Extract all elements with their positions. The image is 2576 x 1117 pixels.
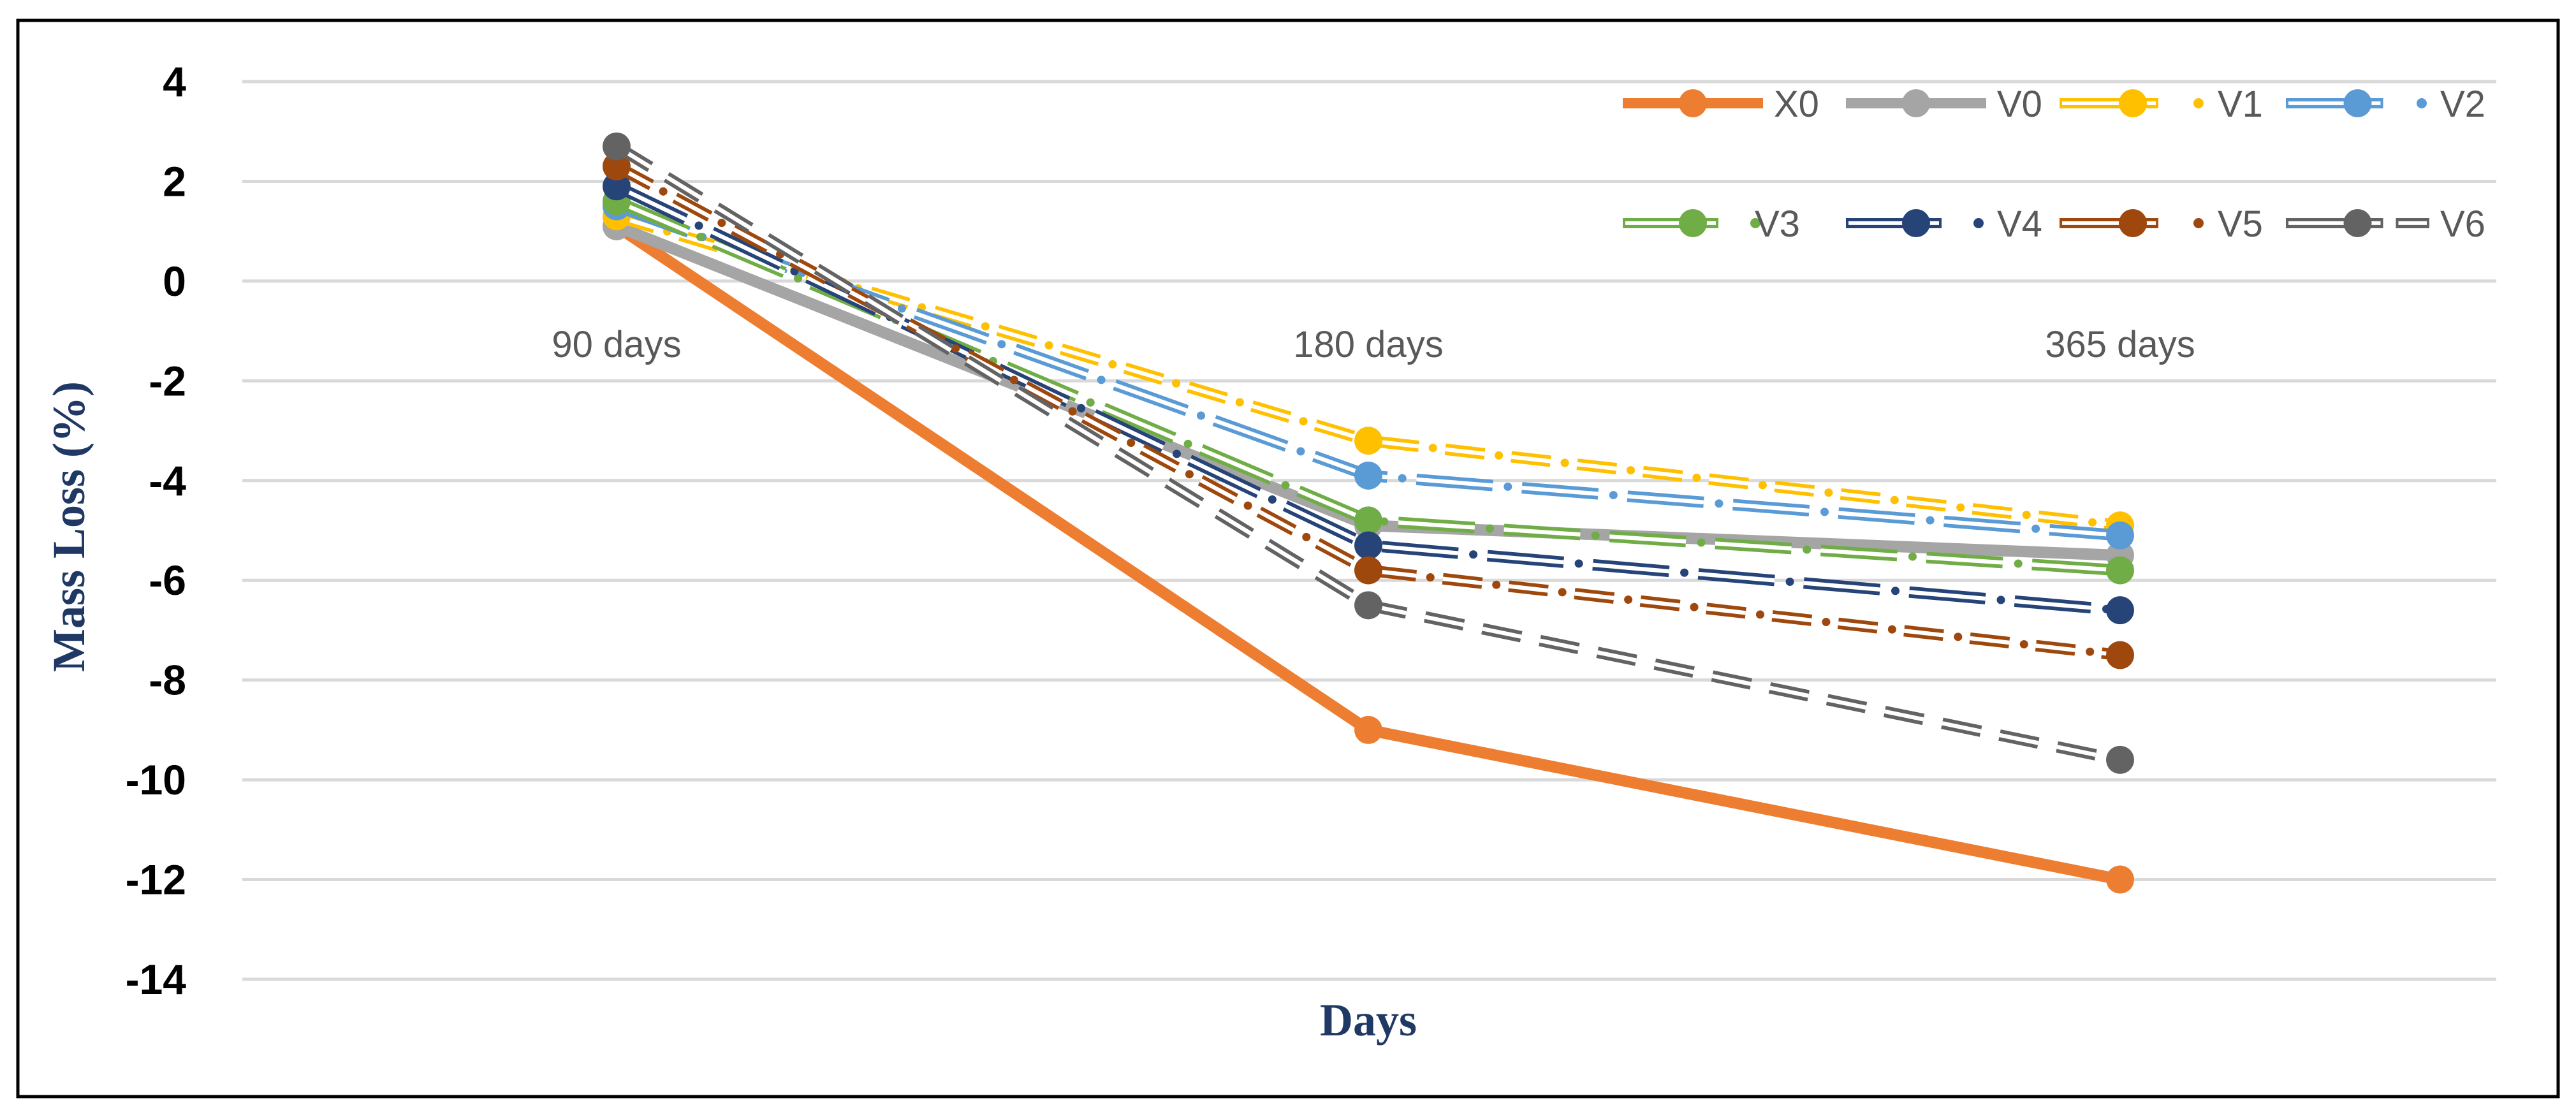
data-point-v6-180-days: [1354, 591, 1382, 620]
legend-item-v1: V1: [2060, 84, 2263, 125]
data-point-v4-90-days: [603, 172, 631, 201]
y-tick-label: -12: [126, 856, 186, 903]
legend-swatch-dot: [2193, 98, 2204, 108]
y-tick-label: -4: [149, 457, 186, 504]
legend-label: V6: [2440, 203, 2485, 245]
legend-swatch-dot: [1973, 218, 1984, 228]
y-axis-ticks: 4 2 0 -2 -4 -6 -8 -10 -12 -14: [126, 58, 187, 1003]
legend-item-v4: V4: [1846, 203, 2042, 245]
y-tick-label: -8: [149, 657, 186, 704]
x-axis-title: Days: [1320, 995, 1417, 1046]
legend-label: V0: [1997, 84, 2042, 125]
legend-marker: [2119, 209, 2147, 237]
legend-item-v0: V0: [1846, 84, 2042, 125]
legend-item-v3: V3: [1623, 203, 1800, 245]
data-point-v3-365-days: [2106, 556, 2134, 585]
data-point-v3-180-days: [1354, 506, 1382, 535]
legend-label: V3: [1755, 203, 1800, 245]
legend-label: V5: [2218, 203, 2263, 245]
data-point-x0-180-days: [1354, 715, 1382, 744]
y-tick-label: -14: [126, 956, 187, 1003]
data-point-v1-180-days: [1354, 427, 1382, 455]
category-labels: 90 days 180 days 365 days: [552, 324, 2195, 365]
y-tick-label: 0: [163, 258, 186, 305]
y-tick-label: -10: [126, 756, 186, 803]
legend-marker: [2119, 89, 2147, 117]
data-point-v2-365-days: [2106, 521, 2134, 550]
data-point-v6-90-days: [603, 132, 631, 161]
legend-item-v5: V5: [2060, 203, 2263, 245]
y-tick-label: 2: [163, 157, 186, 205]
data-point-v4-365-days: [2106, 596, 2134, 625]
legend-marker: [2343, 209, 2372, 237]
y-tick-label: -2: [149, 357, 186, 404]
category-label: 365 days: [2045, 324, 2195, 365]
legend-label: V2: [2440, 84, 2485, 125]
category-label: 90 days: [552, 324, 681, 365]
data-point-v6-365-days: [2106, 745, 2134, 774]
category-label: 180 days: [1293, 324, 1443, 365]
data-point-x0-365-days: [2106, 865, 2134, 894]
series-layer: [603, 132, 2134, 894]
legend-swatch-dot: [1750, 218, 1760, 228]
legend-marker: [1902, 209, 1930, 237]
legend-marker: [1902, 89, 1930, 117]
legend-label: V4: [1997, 203, 2042, 245]
legend-item-v2: V2: [2286, 84, 2485, 125]
y-tick-label: -6: [149, 557, 186, 604]
legend-marker: [1679, 209, 1707, 237]
legend-marker: [1679, 89, 1707, 117]
data-point-v5-90-days: [603, 152, 631, 180]
legend: X0 V0 V1 V2 V3 V4 V5 V6: [1623, 84, 2485, 245]
data-point-v4-180-days: [1354, 531, 1382, 560]
legend-label: X0: [1774, 84, 1819, 125]
y-axis-title: Mass Loss (%): [43, 381, 94, 672]
y-tick-label: 4: [163, 58, 186, 105]
legend-item-x0: X0: [1623, 84, 1819, 125]
data-point-v2-180-days: [1354, 461, 1382, 490]
legend-swatch-dot: [2417, 98, 2427, 108]
series-v6: [603, 132, 2134, 774]
legend-label: V1: [2218, 84, 2263, 125]
data-point-v5-365-days: [2106, 641, 2134, 669]
legend-marker: [2343, 89, 2372, 117]
legend-swatch-dot: [2193, 218, 2204, 228]
legend-item-v6: V6: [2286, 203, 2485, 245]
series-v1-line-inner: [616, 214, 2121, 528]
data-point-v5-180-days: [1354, 556, 1382, 585]
